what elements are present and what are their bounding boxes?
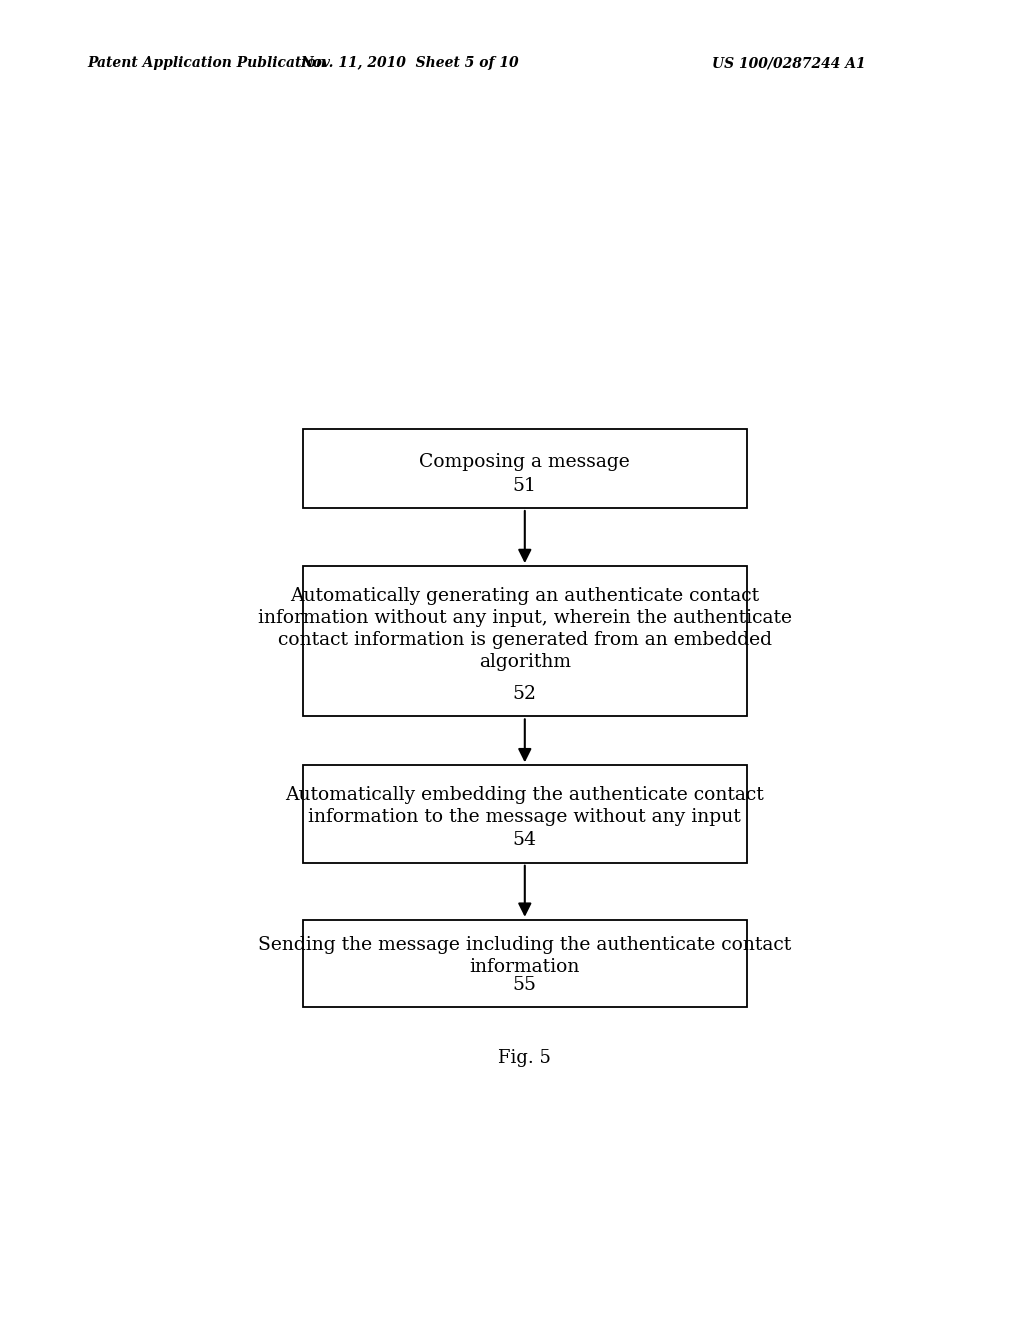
Text: Fig. 5: Fig. 5	[499, 1049, 551, 1067]
Text: Automatically generating an authenticate contact
information without any input, : Automatically generating an authenticate…	[258, 587, 792, 672]
Text: 52: 52	[513, 685, 537, 704]
Text: US 100/0287244 A1: US 100/0287244 A1	[712, 57, 865, 70]
Text: 54: 54	[513, 832, 537, 849]
Bar	[303, 566, 748, 717]
Bar	[303, 429, 748, 508]
Text: Patent Application Publication: Patent Application Publication	[87, 57, 326, 70]
Text: 55: 55	[513, 975, 537, 994]
Text: Sending the message including the authenticate contact
information: Sending the message including the authen…	[258, 936, 792, 977]
Text: 51: 51	[513, 477, 537, 495]
Text: Composing a message: Composing a message	[420, 453, 630, 471]
Text: Automatically embedding the authenticate contact
information to the message with: Automatically embedding the authenticate…	[286, 787, 764, 826]
Bar	[303, 920, 748, 1007]
Text: Nov. 11, 2010  Sheet 5 of 10: Nov. 11, 2010 Sheet 5 of 10	[300, 57, 519, 70]
Bar	[303, 766, 748, 863]
